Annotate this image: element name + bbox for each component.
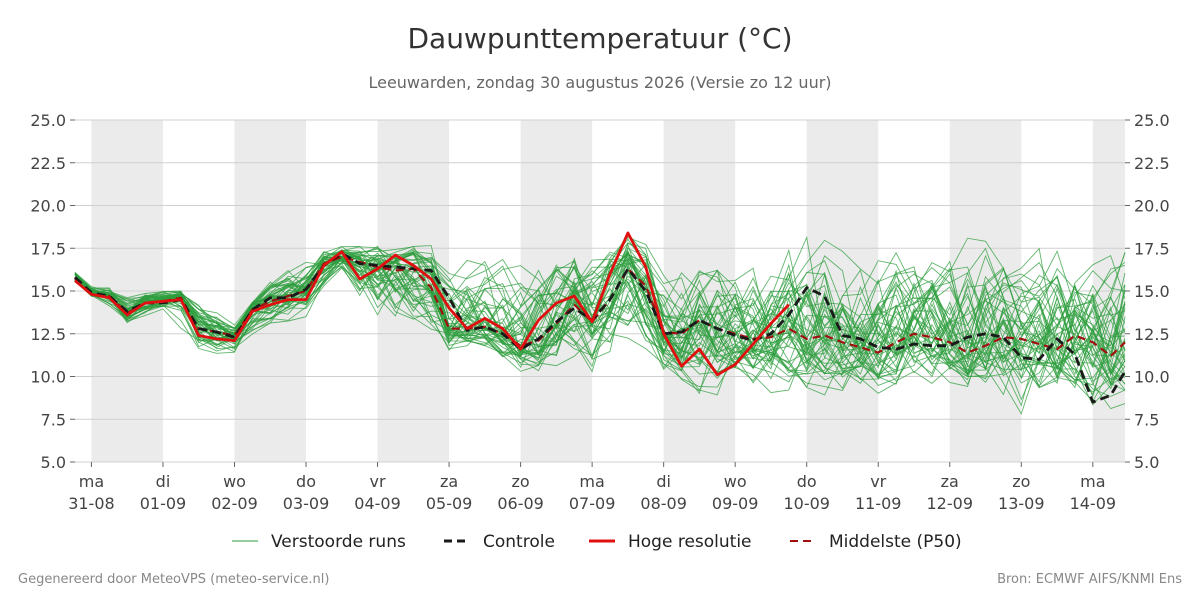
x-tick-date: 11-09 [855, 494, 902, 513]
x-tick-date: 08-09 [640, 494, 687, 513]
legend: Verstoorde runs Controle Hoge resolutie Mid… [232, 532, 962, 552]
footer-generator: Gegenereerd door MeteoVPS (meteo-service… [18, 572, 330, 587]
x-tick-day: zo [512, 472, 530, 491]
legend-median-label: Middelste (P50) [829, 532, 962, 552]
y-tick-label: 20.0 [30, 197, 66, 216]
x-tick-date: 06-09 [497, 494, 544, 513]
x-tick-day: vr [370, 472, 386, 491]
x-tick-day: wo [223, 472, 246, 491]
x-tick-day: ma [79, 472, 104, 491]
x-tick-day: vr [870, 472, 886, 491]
y-tick-label: 15.0 [1134, 282, 1170, 301]
y-tick-label: 22.5 [30, 154, 66, 173]
y-tick-label: 12.5 [30, 325, 66, 344]
x-tick-day: wo [724, 472, 747, 491]
y-axis-right: 5.0 7.5 10.0 12.5 15.0 17.5 20.0 22.5 25.0 [1125, 111, 1170, 472]
x-tick-date: 14-09 [1070, 494, 1117, 513]
legend-control-label: Controle [483, 532, 555, 552]
ensemble-run-line [74, 246, 1126, 403]
legend-ensemble-label: Verstoorde runs [271, 532, 406, 552]
y-tick-label: 20.0 [1134, 197, 1170, 216]
x-tick-day: zo [1012, 472, 1030, 491]
x-tick-day: di [656, 472, 671, 491]
y-tick-label: 17.5 [30, 239, 66, 258]
x-tick-date: 09-09 [712, 494, 759, 513]
y-tick-label: 25.0 [30, 111, 66, 130]
x-tick-day: di [156, 472, 171, 491]
x-tick-date: 10-09 [783, 494, 830, 513]
y-tick-label: 5.0 [1134, 453, 1159, 472]
footer-source: Bron: ECMWF AIFS/KNMI Ens [997, 572, 1182, 587]
y-tick-label: 7.5 [1134, 410, 1159, 429]
ensemble-run-line [74, 253, 1126, 391]
y-tick-label: 7.5 [41, 410, 66, 429]
ensemble-run-line [74, 255, 1126, 385]
x-tick-date: 13-09 [998, 494, 1045, 513]
high-res-line [74, 231, 790, 377]
x-tick-date: 05-09 [426, 494, 473, 513]
chart-title: Dauwpunttemperatuur (°C) [407, 22, 793, 55]
y-tick-label: 12.5 [1134, 325, 1170, 344]
x-tick-date: 12-09 [927, 494, 974, 513]
y-tick-label: 15.0 [30, 282, 66, 301]
y-tick-label: 10.0 [30, 368, 66, 387]
y-tick-label: 22.5 [1134, 154, 1170, 173]
x-tick-date: 07-09 [569, 494, 616, 513]
x-tick-date: 03-09 [283, 494, 330, 513]
ensemble-run-line [74, 248, 1126, 381]
chart-subtitle: Leeuwarden, zondag 30 augustus 2026 (Ver… [368, 73, 832, 92]
legend-high-res-label: Hoge resolutie [628, 532, 752, 552]
x-tick-day: za [440, 472, 458, 491]
ensemble-run-line [74, 250, 1126, 390]
x-tick-day: do [797, 472, 817, 491]
x-tick-day: za [941, 472, 959, 491]
x-tick-day: ma [579, 472, 604, 491]
x-tick-date: 31-08 [68, 494, 115, 513]
x-tick-date: 04-09 [354, 494, 401, 513]
x-tick-day: do [296, 472, 316, 491]
y-tick-label: 10.0 [1134, 368, 1170, 387]
x-axis: ma 31-08 di 01-09 wo 02-09 do 03-09 vr 04-09 za 05-… [68, 462, 1116, 513]
main-series [74, 231, 1127, 404]
y-tick-label: 25.0 [1134, 111, 1170, 130]
y-axis-left: 5.0 7.5 10.0 12.5 15.0 17.5 20.0 22.5 25.0 [30, 111, 75, 472]
y-tick-label: 5.0 [41, 453, 66, 472]
x-tick-day: ma [1080, 472, 1105, 491]
x-tick-date: 02-09 [211, 494, 258, 513]
x-tick-date: 01-09 [140, 494, 187, 513]
y-tick-label: 17.5 [1134, 239, 1170, 258]
